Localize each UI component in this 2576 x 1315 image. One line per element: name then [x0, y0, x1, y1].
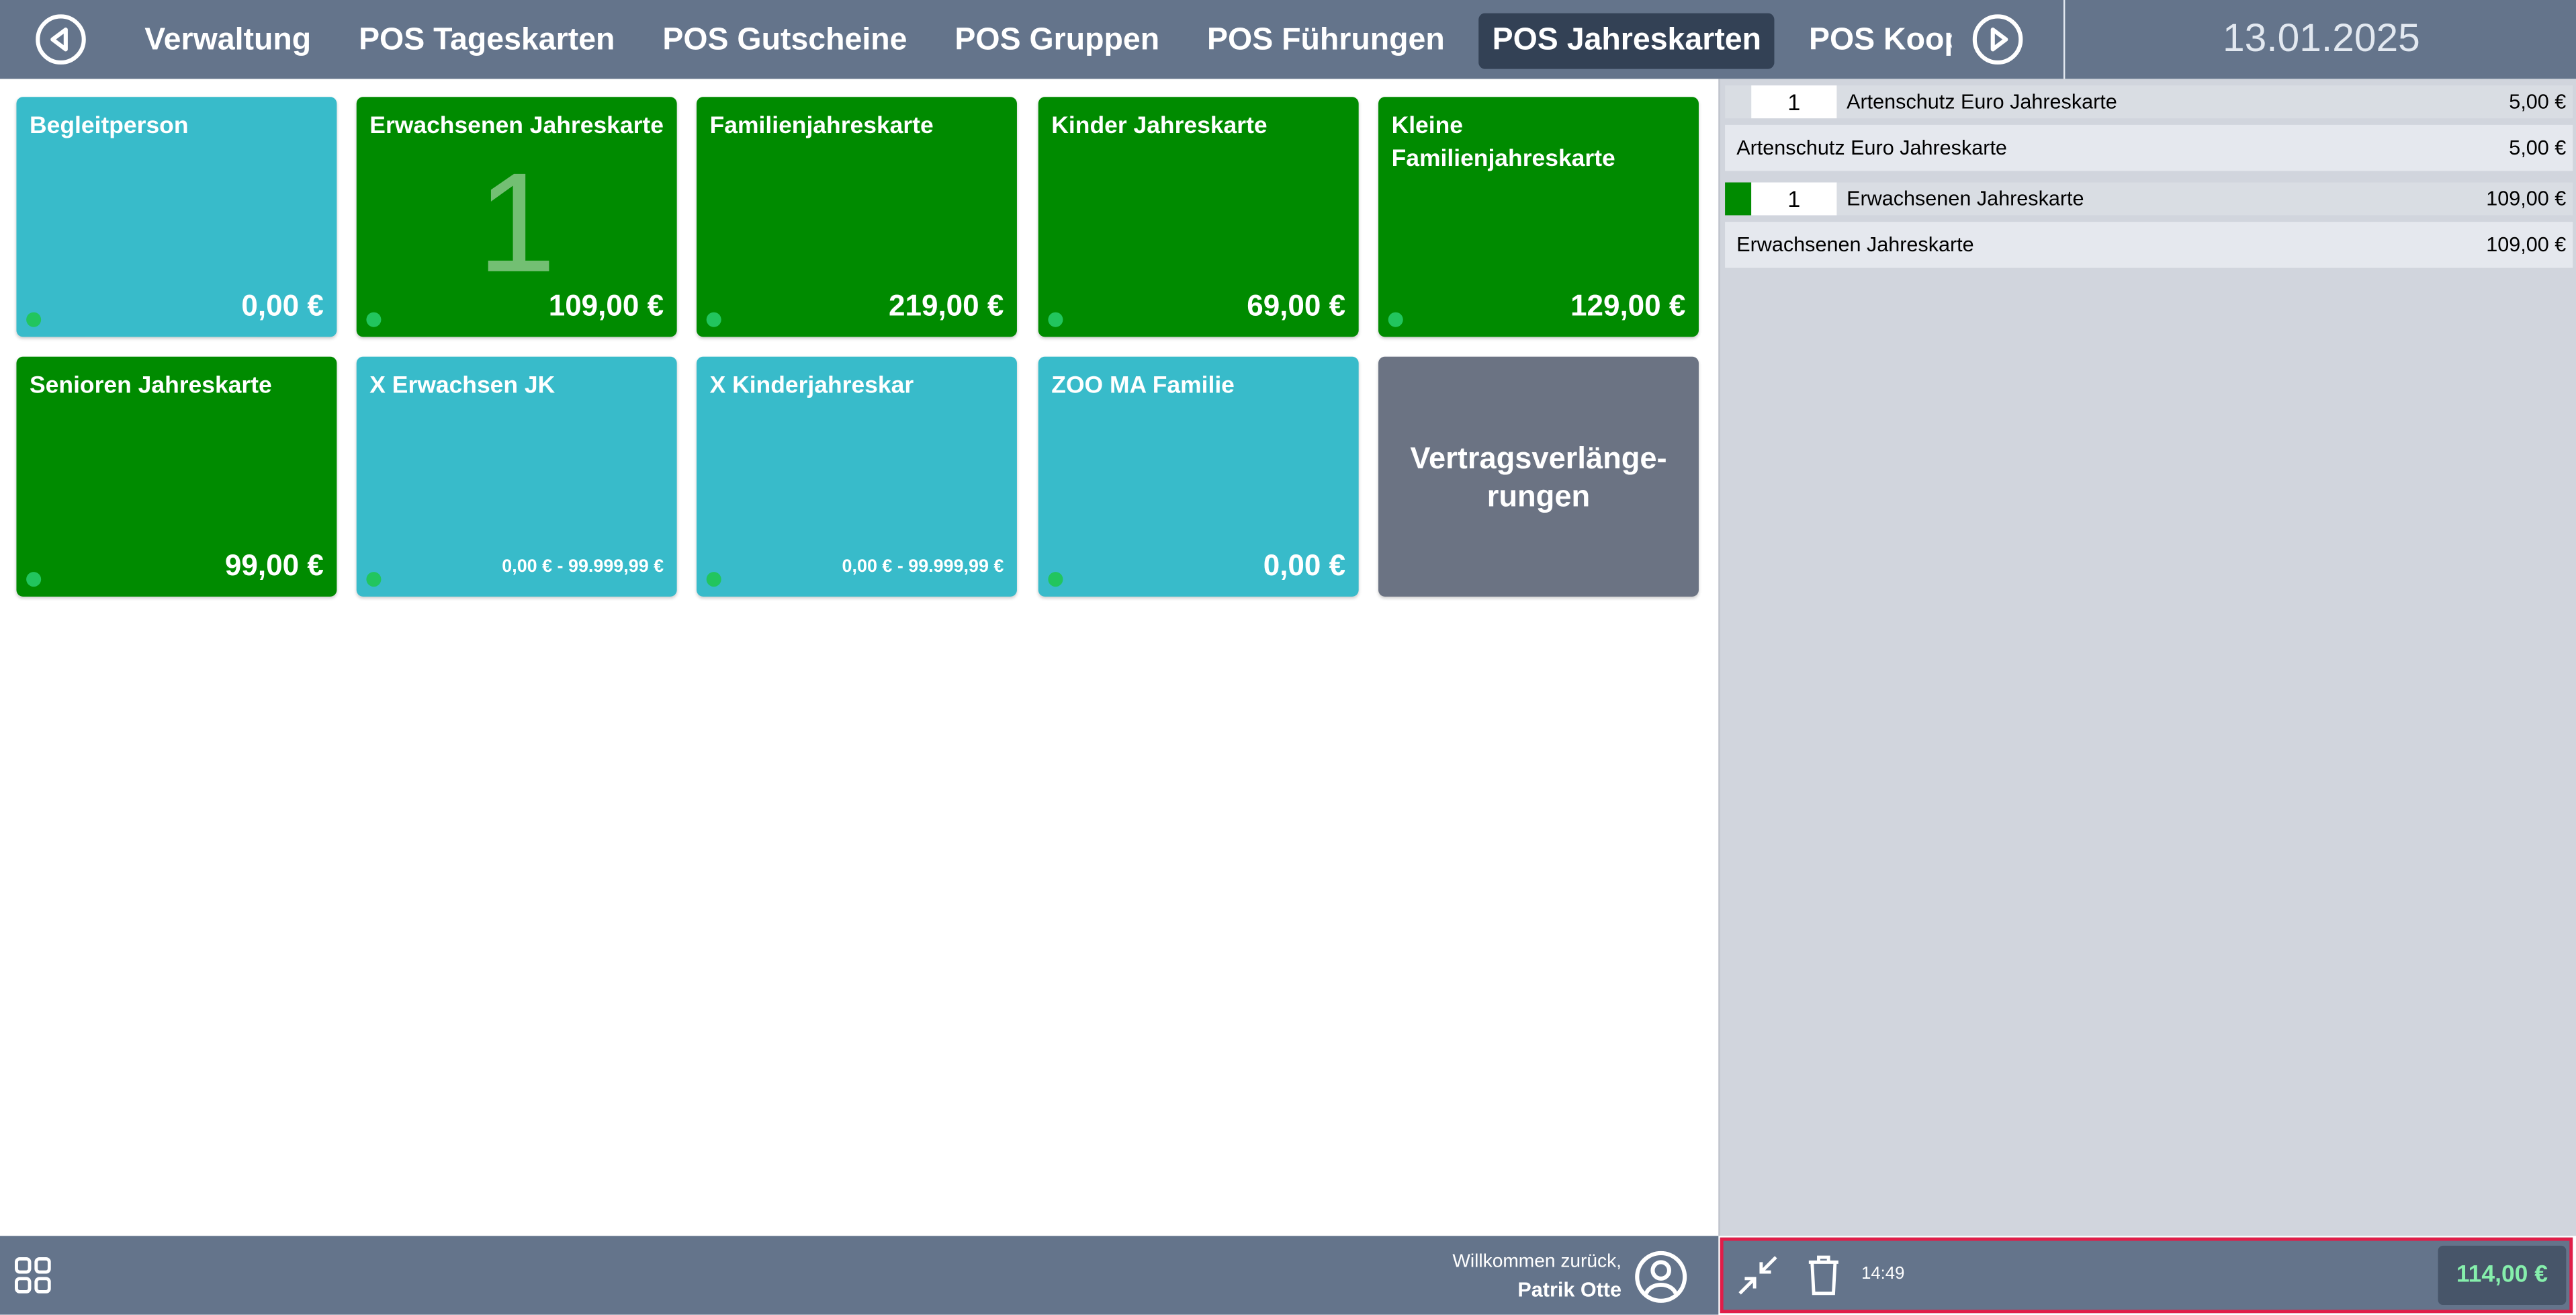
tile-name: Begleitperson [30, 113, 189, 140]
product-tile[interactable]: Kinder Jahreskarte 69,00 € [1038, 97, 1359, 337]
time: 14:49 [1861, 1263, 1905, 1284]
cart-detail: Artenschutz Euro Jahreskarte 5,00 € [1725, 124, 2573, 171]
tile-name: Erwachsenen Jahreskarte [369, 113, 664, 140]
tile-name: Kinder Jahreskarte [1051, 113, 1268, 140]
tile-price: 219,00 € [888, 289, 1004, 323]
cart-footer: 14:49 114,00 € [1720, 1237, 2573, 1314]
next-button[interactable] [1971, 13, 2024, 66]
grid-button[interactable] [15, 1257, 51, 1293]
cart-row[interactable]: 1 Erwachsenen Jahreskarte 109,00 € [1725, 182, 2573, 216]
status-dot [366, 312, 382, 327]
cart-name: Erwachsenen Jahreskarte [1847, 187, 2084, 211]
tile-price: 0,00 € - 99.999,99 € [842, 557, 1004, 577]
nav-tab[interactable]: POS Führungen [1207, 23, 1445, 58]
nav-tab[interactable]: POS Gruppen [954, 23, 1160, 58]
product-tile[interactable]: Vertragsverlänge-rungen [1378, 356, 1699, 597]
tile-price: 99,00 € [224, 548, 324, 582]
collapse-button[interactable] [1736, 1254, 1779, 1297]
status-dot [26, 572, 42, 587]
date: 13.01.2025 [2063, 0, 2576, 79]
nav-tab[interactable]: POS Kooperati [1808, 23, 1952, 58]
status-dot [1388, 312, 1403, 327]
prev-button[interactable] [34, 13, 87, 66]
delete-button[interactable] [1806, 1254, 1842, 1297]
tile-price: 109,00 € [548, 289, 664, 323]
cart-detail: Erwachsenen Jahreskarte 109,00 € [1725, 222, 2573, 268]
cart-panel: 1 Artenschutz Euro Jahreskarte 5,00 € Arten… [1718, 79, 2576, 1236]
tile-price: 129,00 € [1570, 289, 1686, 323]
tile-price: 0,00 € [1263, 548, 1346, 582]
detail-price: 5,00 € [2509, 136, 2567, 160]
tile-price: 0,00 € [241, 289, 324, 323]
status-dot [1048, 572, 1063, 587]
product-tile[interactable]: Kleine Familienjahreskarte 129,00 € [1378, 97, 1699, 337]
detail-name: Erwachsenen Jahreskarte [1736, 233, 1974, 257]
user-name: Patrik Otte [1517, 1278, 1622, 1302]
tile-price: 0,00 € - 99.999,99 € [502, 557, 664, 577]
welcome: Willkommen zurück, Patrik Otte [1452, 1249, 1622, 1307]
nav-tab[interactable]: POS Jahreskarten [1479, 13, 1775, 69]
tabs: Verwaltung POS Tageskarten POS Gutscheine P… [132, 13, 1952, 69]
cart-price: 109,00 € [2486, 187, 2567, 211]
status-dot [706, 572, 721, 587]
cart-qty: 1 [1751, 85, 1837, 119]
product-tile[interactable]: ZOO MA Familie 0,00 € [1038, 356, 1359, 597]
product-tile[interactable]: Senioren Jahreskarte 99,00 € [16, 356, 337, 597]
tile-name: Senioren Jahreskarte [30, 373, 272, 400]
status-dot [1048, 312, 1063, 327]
total-button[interactable]: 114,00 € [2438, 1245, 2567, 1305]
cart-row[interactable]: 1 Artenschutz Euro Jahreskarte 5,00 € [1725, 85, 2573, 119]
tile-name: X Kinderjahreskar [709, 373, 914, 400]
tile-name: Vertragsverlänge-rungen [1410, 440, 1667, 513]
tile-name: ZOO MA Familie [1051, 373, 1235, 400]
nav-tab[interactable]: POS Gutscheine [662, 23, 907, 58]
cart-marker [1725, 182, 1752, 216]
user-button[interactable] [1633, 1249, 1689, 1305]
cart-qty: 1 [1751, 182, 1837, 216]
status-dot [26, 312, 42, 327]
tile-price: 69,00 € [1247, 289, 1346, 323]
status-dot [366, 572, 382, 587]
product-tile[interactable]: X Kinderjahreskar 0,00 € - 99.999,99 € [697, 356, 1017, 597]
product-tile[interactable]: X Erwachsen JK 0,00 € - 99.999,99 € [356, 356, 677, 597]
cart-price: 5,00 € [2509, 90, 2567, 114]
nav-tab[interactable]: Verwaltung [144, 23, 312, 58]
tile-count: 1 [477, 144, 556, 303]
top-bar: Verwaltung POS Tageskarten POS Gutscheine P… [0, 0, 2576, 79]
product-tile[interactable]: Begleitperson 0,00 € [16, 97, 337, 337]
product-tile[interactable]: Familienjahreskarte 219,00 € [697, 97, 1017, 337]
bottom-bar: Willkommen zurück, Patrik Otte [0, 1236, 1719, 1315]
detail-price: 109,00 € [2486, 233, 2567, 257]
tile-name: Familienjahreskarte [709, 113, 934, 140]
tile-name: Kleine Familienjahreskarte [1391, 113, 1615, 173]
welcome-text: Willkommen zurück, [1452, 1252, 1622, 1273]
product-tile[interactable]: Erwachsenen Jahreskarte 1 109,00 € [356, 97, 677, 337]
detail-name: Artenschutz Euro Jahreskarte [1736, 136, 2007, 160]
tile-name: X Erwachsen JK [369, 373, 556, 400]
cart-name: Artenschutz Euro Jahreskarte [1847, 90, 2117, 114]
status-dot [706, 312, 721, 327]
nav-tab[interactable]: POS Tageskarten [359, 23, 615, 58]
